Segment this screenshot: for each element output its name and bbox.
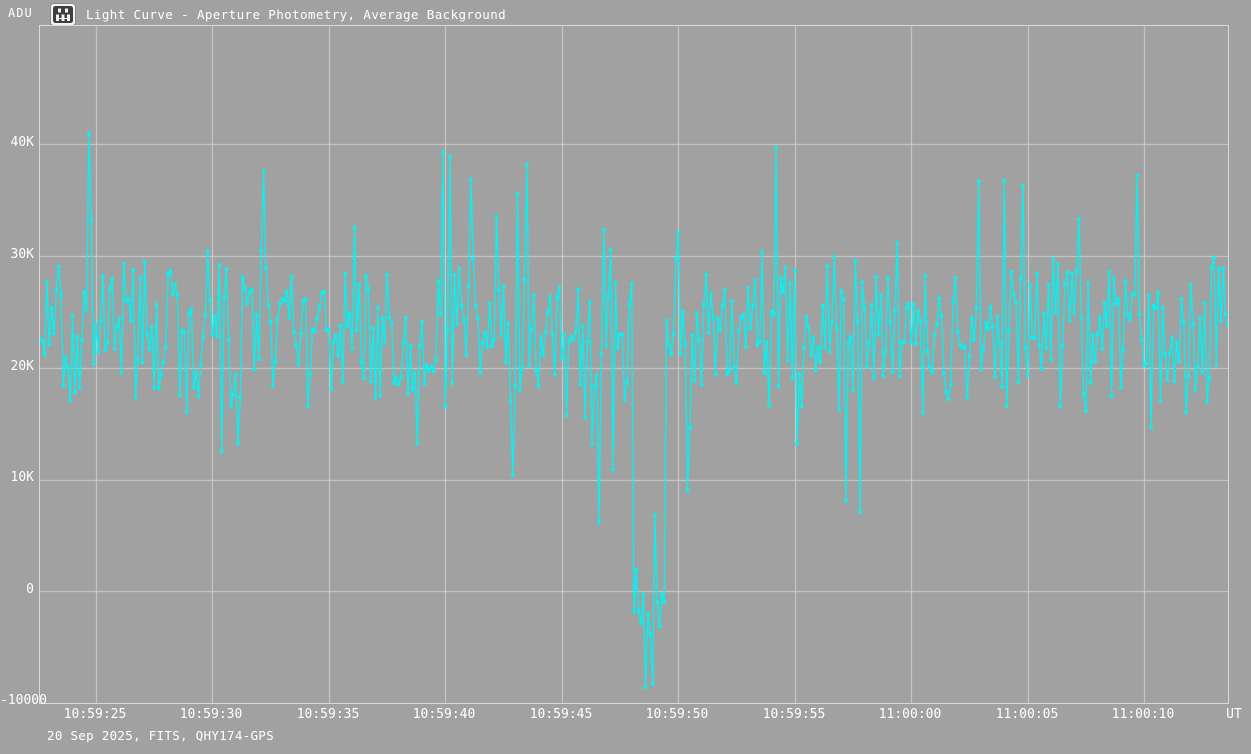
recording-info: 20 Sep 2025, FITS, QHY174-GPS <box>47 728 274 743</box>
y-tick-label-neg10000: -10000 <box>0 693 47 708</box>
x-axis-unit-label: UT <box>1226 707 1242 722</box>
y-tick-label-0: 0 <box>26 582 34 597</box>
x-tick-label-105925: 10:59:25 <box>63 707 127 722</box>
tangra-app-icon <box>50 2 76 26</box>
x-tick-label-110000: 11:00:00 <box>878 707 942 722</box>
x-tick-label-105935: 10:59:35 <box>296 707 360 722</box>
chart-header: Light Curve - Aperture Photometry, Avera… <box>50 2 506 26</box>
light-curve-canvas[interactable] <box>40 26 1228 703</box>
chart-title: Light Curve - Aperture Photometry, Avera… <box>86 6 507 22</box>
x-tick-label-105955: 10:59:55 <box>762 707 826 722</box>
y-tick-label-40k: 40K <box>10 135 34 150</box>
y-axis-unit-label: ADU <box>8 6 33 20</box>
x-tick-label-105940: 10:59:40 <box>412 707 476 722</box>
x-tick-label-110005: 11:00:05 <box>995 707 1059 722</box>
x-tick-label-105930: 10:59:30 <box>179 707 243 722</box>
y-tick-label-10k: 10K <box>10 470 34 485</box>
x-tick-label-110010: 11:00:10 <box>1111 707 1175 722</box>
y-tick-label-30k: 30K <box>10 247 34 262</box>
y-tick-label-20k: 20K <box>10 359 34 374</box>
x-tick-label-105950: 10:59:50 <box>645 707 709 722</box>
x-tick-label-105945: 10:59:45 <box>529 707 593 722</box>
plot-area[interactable] <box>39 25 1229 704</box>
